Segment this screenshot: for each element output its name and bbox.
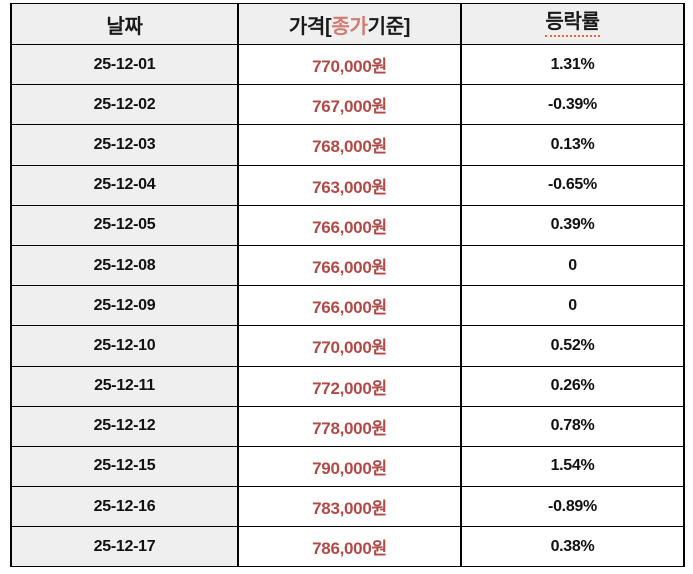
header-row: 날짜 가격[종가기준] 등락률 <box>10 3 685 45</box>
date-cell: 25-12-15 <box>10 445 239 488</box>
header-change: 등락률 <box>460 3 685 45</box>
date-cell: 25-12-16 <box>10 486 239 528</box>
price-cell: 778,000원 <box>237 405 462 447</box>
change-cell: -0.89% <box>460 486 685 528</box>
table-row: 25-12-05 766,000원 0.39% <box>10 204 685 246</box>
change-cell: 0.26% <box>460 365 685 407</box>
date-cell: 25-12-17 <box>10 526 239 568</box>
change-cell: 0.78% <box>460 405 685 447</box>
header-date-label: 날짜 <box>106 15 143 38</box>
change-cell: -0.39% <box>460 84 685 126</box>
price-cell: 766,000원 <box>237 285 462 327</box>
price-cell: 790,000원 <box>237 445 462 488</box>
table-row: 25-12-17 786,000원 0.38% <box>10 526 685 568</box>
header-price-suffix: 기준] <box>367 15 411 38</box>
date-cell: 25-12-11 <box>10 365 239 407</box>
change-cell: 0.38% <box>460 526 685 568</box>
price-cell: 772,000원 <box>237 365 462 407</box>
table-row: 25-12-01 770,000원 1.31% <box>10 43 685 86</box>
price-cell: 767,000원 <box>237 84 462 126</box>
change-cell: 0 <box>460 285 685 327</box>
change-cell: 0 <box>460 244 685 287</box>
change-cell: -0.65% <box>460 164 685 206</box>
change-cell: 0.13% <box>460 124 685 166</box>
table-row: 25-12-15 790,000원 1.54% <box>10 445 685 488</box>
price-cell: 783,000원 <box>237 486 462 528</box>
header-date: 날짜 <box>10 3 239 45</box>
table-row: 25-12-12 778,000원 0.78% <box>10 405 685 447</box>
price-cell: 766,000원 <box>237 244 462 287</box>
date-cell: 25-12-02 <box>10 84 239 126</box>
table-row: 25-12-11 772,000원 0.26% <box>10 365 685 407</box>
change-cell: 0.39% <box>460 204 685 246</box>
date-cell: 25-12-05 <box>10 204 239 246</box>
date-cell: 25-12-12 <box>10 405 239 447</box>
change-cell: 1.54% <box>460 445 685 488</box>
table-row: 25-12-04 763,000원 -0.65% <box>10 164 685 206</box>
date-cell: 25-12-09 <box>10 285 239 327</box>
date-cell: 25-12-04 <box>10 164 239 206</box>
date-cell: 25-12-10 <box>10 325 239 367</box>
price-cell: 770,000원 <box>237 43 462 86</box>
price-cell: 786,000원 <box>237 526 462 568</box>
change-cell: 1.31% <box>460 43 685 86</box>
date-cell: 25-12-01 <box>10 43 239 86</box>
table-row: 25-12-09 766,000원 0 <box>10 285 685 327</box>
table-row: 25-12-08 766,000원 0 <box>10 244 685 287</box>
table-row: 25-12-02 767,000원 -0.39% <box>10 84 685 126</box>
date-cell: 25-12-08 <box>10 244 239 287</box>
header-price-highlight: 종가 <box>331 15 368 38</box>
header-price: 가격[종가기준] <box>237 3 462 45</box>
price-cell: 770,000원 <box>237 325 462 367</box>
header-change-label: 등락률 <box>545 11 600 37</box>
price-table: 날짜 가격[종가기준] 등락률 25-12-01 770,000원 1.31% … <box>10 3 685 568</box>
table-row: 25-12-16 783,000원 -0.89% <box>10 486 685 528</box>
table-row: 25-12-03 768,000원 0.13% <box>10 124 685 166</box>
price-cell: 766,000원 <box>237 204 462 246</box>
table-row: 25-12-10 770,000원 0.52% <box>10 325 685 367</box>
change-cell: 0.52% <box>460 325 685 367</box>
date-cell: 25-12-03 <box>10 124 239 166</box>
header-price-prefix: 가격[ <box>288 15 332 38</box>
price-cell: 763,000원 <box>237 164 462 206</box>
price-cell: 768,000원 <box>237 124 462 166</box>
